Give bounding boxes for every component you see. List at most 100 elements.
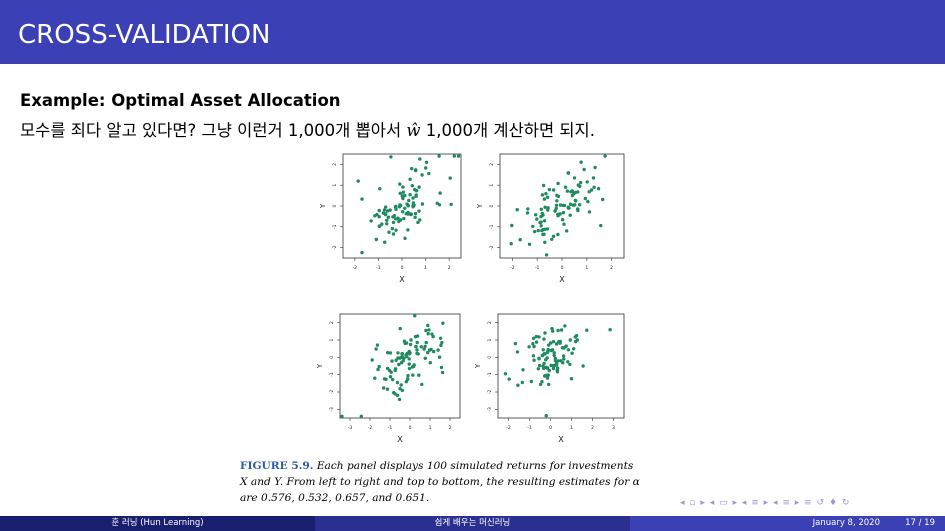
scatter-point	[411, 205, 415, 209]
y-axis-label: Y	[319, 203, 327, 209]
scatter-point	[416, 352, 420, 356]
scatter-point	[415, 334, 420, 338]
scatter-point	[549, 348, 553, 353]
scatter-point	[538, 382, 543, 387]
scatter-point	[382, 377, 387, 381]
panel-frame	[499, 153, 625, 259]
scatter-point	[575, 338, 580, 342]
scatter-point	[389, 155, 393, 159]
scatter-point	[418, 218, 422, 222]
scatter-point	[576, 208, 580, 213]
scatter-point	[568, 362, 572, 367]
scatter-point	[573, 335, 577, 339]
scatter-point	[388, 351, 393, 355]
scatter-point	[558, 203, 563, 207]
scatter-point	[438, 191, 442, 195]
scatter-point	[411, 201, 416, 205]
scatter-point	[596, 187, 601, 191]
footer-page-number: 17 / 19	[905, 518, 935, 528]
x-axis-label: X	[558, 435, 564, 444]
scatter-point	[553, 363, 557, 367]
scatter-point	[553, 209, 557, 213]
y-tick-label: -3	[329, 407, 335, 412]
scatter-point	[412, 203, 416, 207]
scatter-point	[532, 358, 536, 362]
scatter-point	[402, 216, 406, 221]
scatter-point	[569, 377, 574, 381]
scatter-point	[377, 215, 381, 219]
scatter-point	[400, 194, 404, 198]
scatter-point	[438, 336, 443, 340]
x-tick-label: -1	[527, 425, 532, 431]
scatter-point	[603, 154, 607, 158]
scatter-point	[405, 354, 409, 359]
scatter-point	[576, 207, 580, 211]
scatter-point	[563, 324, 567, 328]
scatter-point	[427, 328, 431, 332]
scatter-point	[374, 347, 378, 351]
scatter-point	[591, 176, 596, 180]
x-tick-label: 1	[585, 265, 588, 271]
scatter-point	[553, 356, 557, 360]
scatter-point	[408, 193, 412, 197]
scatter-point	[380, 222, 384, 226]
scatter-point	[396, 216, 400, 220]
scatter-point	[566, 360, 570, 364]
scatter-point	[413, 215, 417, 219]
scatter-point	[437, 203, 442, 207]
scatter-point	[543, 352, 547, 356]
scatter-point	[419, 345, 423, 349]
scatter-point	[403, 206, 407, 210]
scatter-point	[406, 204, 410, 208]
scatter-point	[515, 208, 519, 212]
y-tick-label: 1	[332, 184, 338, 187]
scatter-point	[385, 209, 390, 213]
scatter-point	[398, 182, 402, 186]
x-tick-label: 1	[570, 425, 573, 431]
scatter-point	[542, 337, 546, 341]
scatter-point	[426, 323, 430, 328]
scatter-point	[546, 349, 550, 353]
scatter-point	[424, 340, 428, 345]
scatter-point	[373, 376, 377, 380]
scatter-point	[405, 351, 410, 356]
scatter-point	[570, 193, 575, 198]
scatter-point	[551, 366, 556, 371]
scatter-point	[526, 207, 530, 211]
y-axis-label: Y	[474, 363, 482, 369]
scatter-point	[507, 377, 511, 381]
scatter-point	[417, 185, 421, 189]
y-tick-label: 0	[489, 204, 495, 207]
y-axis-label: Y	[316, 363, 324, 369]
scatter-point	[568, 202, 573, 206]
scatter-point	[426, 350, 430, 355]
beamer-navigation[interactable]: ◂ ▫ ▸ ◂ ▭ ▸ ◂ ≡ ▸ ◂ ≡ ▸ ≡ ↺ ♦ ↻	[680, 498, 851, 508]
scatter-point	[582, 167, 586, 172]
x-tick-label: -3	[348, 425, 353, 431]
scatter-point	[396, 351, 400, 355]
scatter-point	[412, 364, 416, 368]
scatter-point	[391, 232, 396, 236]
x-tick-label: 2	[449, 425, 452, 431]
scatter-point	[411, 203, 415, 208]
y-tick-label: -2	[489, 245, 495, 250]
scatter-point	[427, 348, 432, 352]
scatter-point	[587, 190, 591, 194]
scatter-point	[397, 219, 401, 224]
scatter-point	[430, 332, 434, 336]
panel-frame	[339, 313, 461, 419]
scatter-point	[392, 214, 396, 218]
scatter-point	[396, 356, 400, 360]
scatter-point	[570, 189, 574, 193]
scatter-point	[531, 342, 535, 346]
x-tick-label: 2	[610, 265, 613, 271]
scatter-point	[394, 358, 398, 362]
scatter-point	[414, 168, 418, 172]
scatter-point	[537, 363, 542, 368]
scatter-point	[360, 197, 364, 201]
scatter-point	[532, 344, 536, 349]
scatter-point	[544, 253, 549, 257]
scatter-point	[409, 212, 414, 216]
